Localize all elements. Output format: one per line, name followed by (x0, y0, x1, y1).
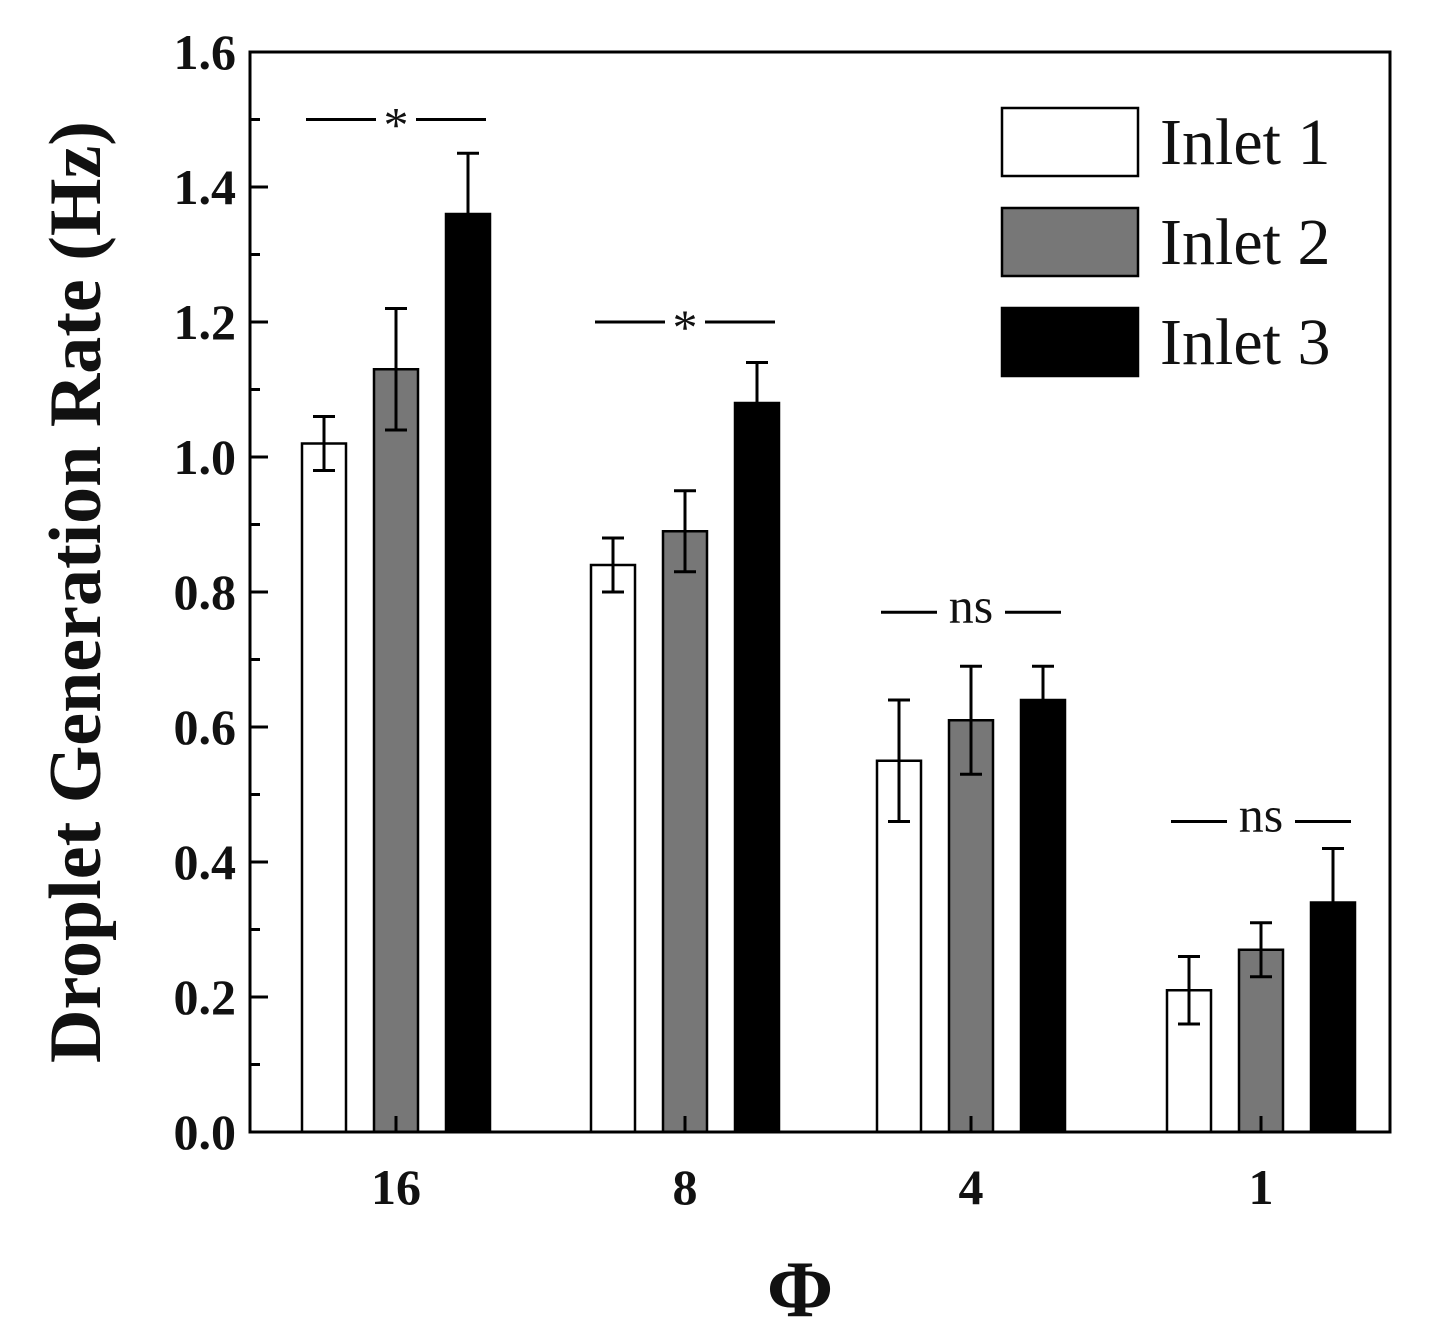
significance-annotations: * * ns ns (306, 97, 1351, 843)
x-tick-label: 4 (959, 1159, 984, 1215)
significance-label: * (673, 299, 698, 355)
x-axis-title: Φ (767, 1246, 833, 1334)
y-axis-ticks: 0.0 0.2 0.4 0.6 0.8 1.0 1.2 1.4 1.6 (174, 24, 268, 1160)
legend-label: Inlet 3 (1160, 306, 1330, 379)
error-bar (602, 536, 624, 594)
plot-area (300, 151, 1357, 1134)
legend-swatch (1000, 106, 1140, 178)
x-axis-ticks: 16 8 4 1 (371, 1116, 1274, 1215)
significance-label: ns (949, 577, 993, 633)
y-tick-label: 1.0 (174, 429, 237, 485)
bar-inlet-1 (589, 563, 637, 1134)
error-bar (746, 361, 768, 445)
x-tick-label: 16 (371, 1159, 421, 1215)
bar-inlet-2 (372, 368, 420, 1134)
error-bar (385, 307, 407, 432)
bar-inlet-3 (444, 212, 492, 1134)
error-bar (313, 415, 335, 472)
error-bar (1322, 847, 1344, 958)
y-tick-label: 1.6 (174, 24, 237, 80)
error-bar (888, 698, 910, 823)
y-tick-label: 1.4 (174, 159, 237, 215)
y-tick-label: 1.2 (174, 294, 237, 350)
error-bar (674, 489, 696, 574)
y-tick-label: 0.2 (174, 969, 237, 1025)
legend-label: Inlet 1 (1160, 106, 1330, 179)
bar-inlet-2 (947, 719, 995, 1134)
error-bar (960, 664, 982, 776)
significance-marker: ns (1171, 787, 1351, 843)
error-bar (1032, 664, 1054, 736)
significance-marker: * (306, 97, 486, 153)
y-tick-label: 0.0 (174, 1104, 237, 1160)
bar-inlet-2 (661, 530, 709, 1134)
y-tick-label: 0.8 (174, 564, 237, 620)
legend-swatch (1000, 206, 1140, 278)
legend-label: Inlet 2 (1160, 206, 1330, 279)
error-bar (1178, 955, 1200, 1026)
x-tick-label: 8 (673, 1159, 698, 1215)
error-bar (1250, 921, 1272, 979)
significance-label: * (384, 97, 409, 153)
legend: Inlet 1 Inlet 2 Inlet 3 (1000, 106, 1330, 379)
x-tick-label: 1 (1249, 1159, 1274, 1215)
legend-swatch (1000, 306, 1140, 378)
bar-inlet-3 (1019, 698, 1067, 1134)
significance-marker: * (595, 299, 775, 355)
bar-inlet-3 (733, 401, 781, 1134)
significance-marker: ns (881, 577, 1061, 633)
y-axis-title: Droplet Generation Rate (Hz) (35, 121, 117, 1063)
y-tick-label: 0.4 (174, 834, 237, 890)
significance-label: ns (1239, 787, 1283, 843)
y-tick-label: 0.6 (174, 699, 237, 755)
error-bar (457, 151, 479, 277)
bar-inlet-1 (300, 442, 348, 1134)
